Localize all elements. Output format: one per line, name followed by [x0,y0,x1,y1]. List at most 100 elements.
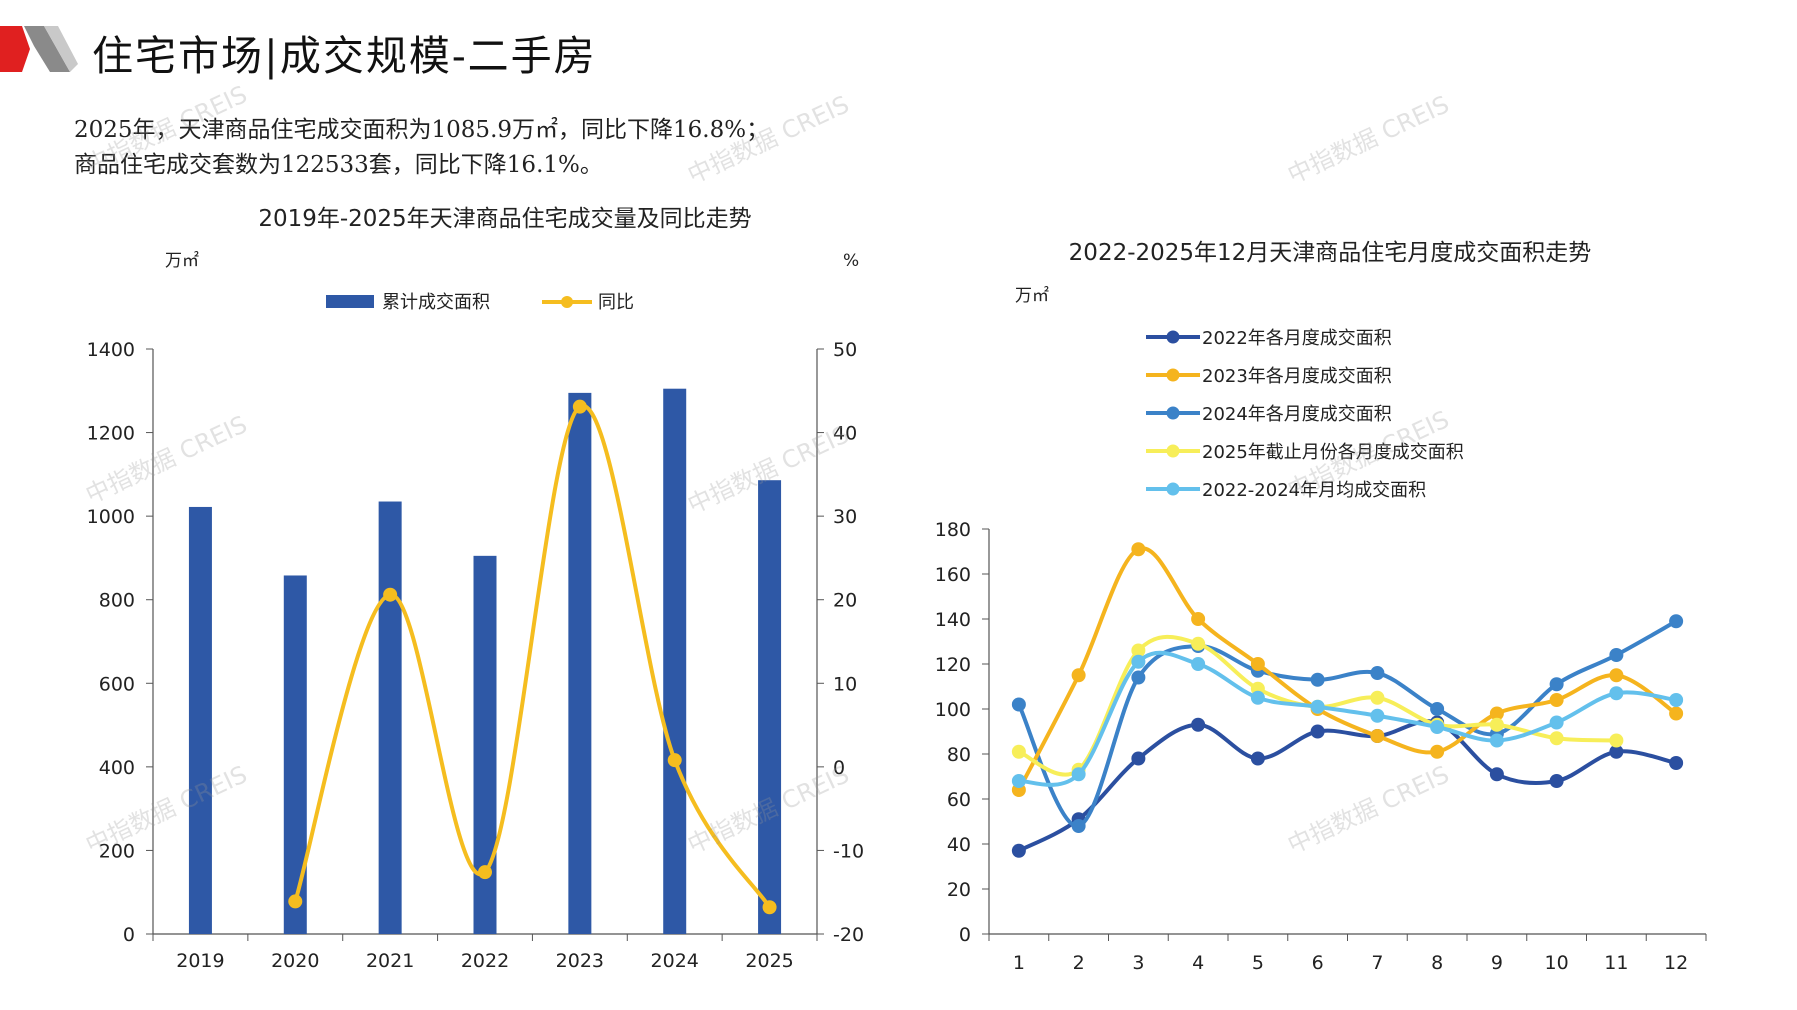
chart2-series-point [1609,744,1624,759]
chart2-legend-label: 2022年各月度成交面积 [1202,328,1392,349]
chart2-series-point [1549,677,1564,692]
chart1-bar [378,501,402,934]
chart1-right-tick-label: 50 [833,339,857,361]
chart1-bar [568,392,592,934]
chart2-series-point [1370,729,1385,743]
chart1-x-tick-label: 2024 [651,950,699,972]
chart2-series-point [1430,720,1445,734]
chart1-left-tick-label: 200 [99,840,135,862]
chart1-left-tick-label: 600 [99,673,135,695]
chart2-series-point [1669,614,1684,629]
chart2-y-tick-label: 40 [947,834,971,856]
chart2-x-tick-label: 10 [1545,952,1569,974]
chart1-yoy-point [762,900,777,915]
summary-text: 2025年，天津商品住宅成交面积为1085.9万㎡，同比下降16.8%； 商品住… [74,113,769,183]
chart1-x-tick-label: 2021 [366,950,414,972]
chart1-left-tick-label: 1400 [87,339,135,361]
chart1-right-tick-label: -10 [833,840,864,862]
chart1-yoy-point [572,399,587,414]
chart2-legend-label: 2024年各月度成交面积 [1202,404,1392,425]
chart2-x-tick-label: 5 [1252,952,1264,974]
chart2-legend-marker [1166,330,1180,344]
chart2-x-tick-label: 11 [1604,952,1628,974]
chart2-legend-marker [1166,444,1180,458]
chart2-series-point [1489,767,1504,782]
chart2-legend-label: 2023年各月度成交面积 [1202,366,1392,387]
chart2-series-point [1011,697,1026,712]
chart2-series-point [1609,648,1624,662]
chart2-y-tick-label: 20 [947,879,971,901]
chart2-series-point [1549,731,1564,746]
chart2-series-point [1131,654,1146,669]
chart1-yoy-line [293,404,772,909]
chart2-series-point [1011,843,1026,858]
chart2-legend-marker [1166,368,1180,382]
chart2-series-point [1489,706,1504,721]
chart2-x-tick-label: 6 [1312,952,1324,974]
chart1-bar [188,506,212,934]
chart1-yoy-point [383,587,398,602]
chart1-title: 2019年-2025年天津商品住宅成交量及同比走势 [258,206,751,232]
chart2-series-point [1191,657,1206,671]
chart1-legend-bar-label: 累计成交面积 [382,292,490,313]
chart2-series-point [1310,699,1325,714]
chart2-series-point [1549,774,1564,788]
chart2-series-point [1430,702,1445,716]
chart1-yoy-point [478,865,492,880]
chart1-right-tick-label: 20 [833,590,857,612]
chart2-series-point [1250,690,1265,705]
chart1-right-tick-label: 10 [833,673,857,695]
chart2-series-point [1669,756,1684,770]
chart1-left-tick-label: 1200 [87,423,135,445]
chart2-x-tick-label: 7 [1371,952,1383,974]
chart2-series-point [1011,744,1026,759]
chart1-right-tick-label: 30 [833,506,857,528]
chart2-y-tick-label: 120 [935,654,971,676]
chart1-x-tick-label: 2019 [176,950,224,972]
chart2-series-point [1609,733,1624,748]
chart2-series-point [1071,767,1086,782]
chart1-right-tick-label: 0 [833,757,845,779]
chart1-x-tick-label: 2020 [271,950,319,972]
chart2-series-point [1131,670,1146,685]
chart2-series-point [1370,690,1385,705]
chart2-y-tick-label: 160 [935,564,971,586]
chart1-bar [283,575,307,934]
chart1-legend-bar-swatch [326,295,374,308]
chart2-y-tick-label: 0 [959,924,971,946]
chart1-left-tick-label: 1000 [87,506,135,528]
chart2-legend-marker [1166,482,1180,496]
chart1-bar [758,480,782,934]
chart2-series-point [1549,693,1564,707]
chart1-legend-line-label: 同比 [598,292,634,313]
chart2-x-tick-label: 3 [1132,952,1144,974]
chart2-x-tick-label: 4 [1192,952,1204,974]
chart1-right-tick-label: -20 [833,924,864,946]
summary-line-1: 2025年，天津商品住宅成交面积为1085.9万㎡，同比下降16.8%； [74,117,770,143]
chart2-y-tick-label: 60 [947,789,971,811]
chart2-series-point [1191,717,1206,732]
chart2-x-tick-label: 12 [1664,952,1688,974]
chart2-series-point [1131,751,1146,766]
chart2-series-point [1310,672,1325,687]
chart2-series-point [1131,643,1146,658]
chart2-series-point [1430,744,1445,759]
page-title: 住宅市场|成交规模-二手房 [92,32,597,80]
chart1-left-tick-label: 400 [99,757,135,779]
chart2-x-tick-label: 2 [1073,952,1085,974]
chart1-left-unit: 万㎡ [165,251,199,271]
chart2-series-point [1250,751,1265,766]
chart2-y-tick-label: 80 [947,744,971,766]
chart2-series-point [1489,733,1504,748]
chart2-series-point [1549,715,1564,730]
chart2-title: 2022-2025年12月天津商品住宅月度成交面积走势 [1069,240,1592,266]
chart2-series-point [1071,819,1086,833]
chart2-series-point [1669,706,1684,721]
chart2-series-point [1669,693,1684,707]
chart2-legend-label: 2022-2024年月均成交面积 [1202,480,1426,501]
chart2-legend-marker [1166,406,1180,420]
chart2-series-point [1609,686,1624,701]
chart1-left-tick-label: 0 [123,924,135,946]
chart2-series-point [1310,724,1325,739]
chart2-series-line [1017,546,1678,791]
